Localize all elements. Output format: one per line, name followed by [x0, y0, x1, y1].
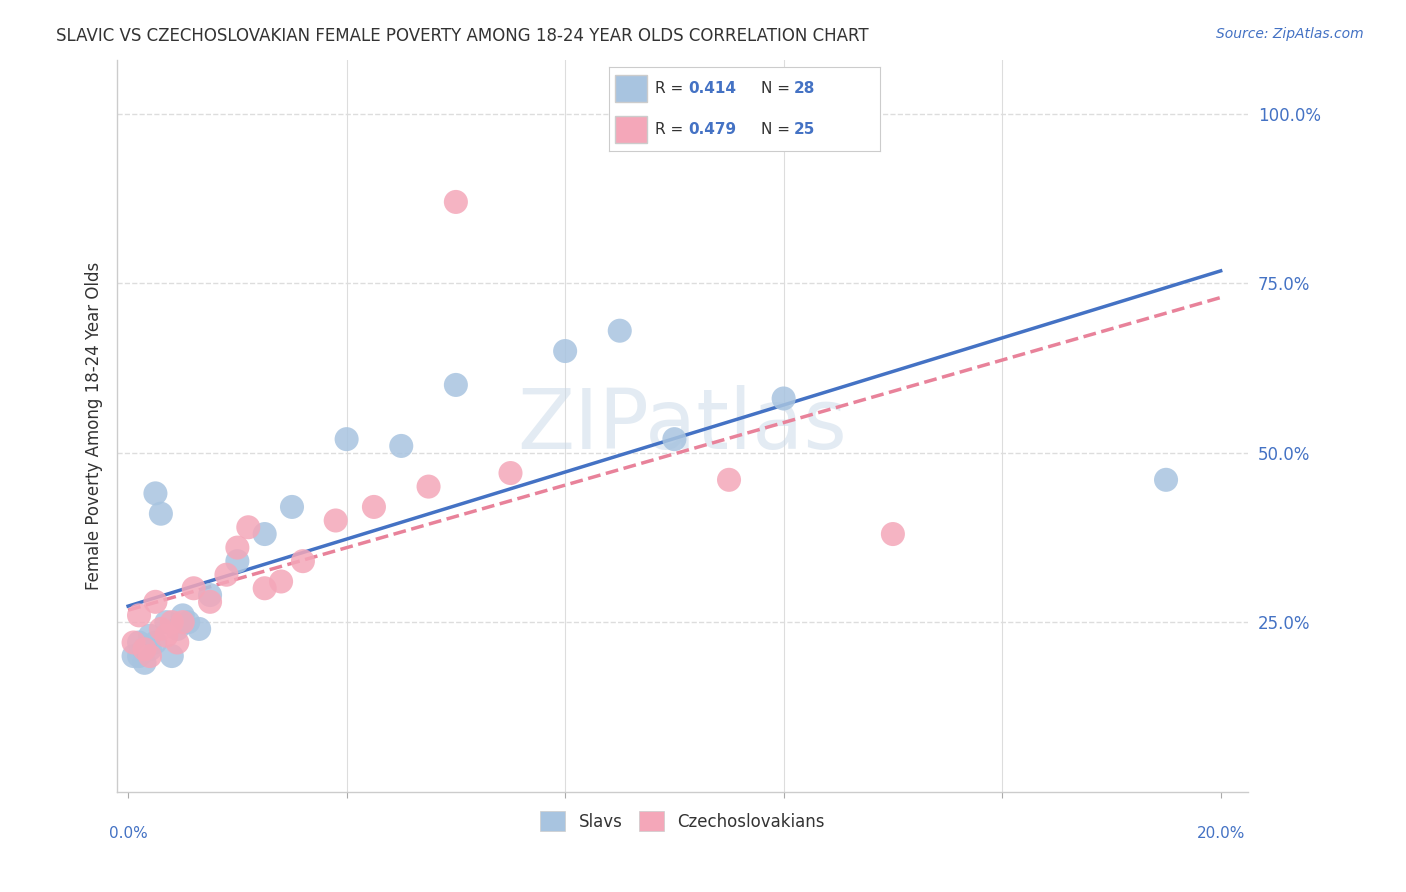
Point: [139, 629, 162, 643]
Text: 20.0%: 20.0%: [1197, 826, 1244, 841]
Point: [609, 324, 631, 338]
Point: [226, 554, 249, 568]
Point: [149, 507, 172, 521]
Point: [134, 642, 156, 657]
Point: [281, 500, 304, 514]
Point: [160, 648, 183, 663]
Point: [1154, 473, 1177, 487]
Point: [139, 648, 162, 663]
Point: [188, 622, 211, 636]
Point: [270, 574, 292, 589]
Point: [166, 635, 188, 649]
Point: [145, 635, 167, 649]
Point: [128, 635, 150, 649]
Point: [128, 648, 150, 663]
Text: ZIPatlas: ZIPatlas: [517, 385, 848, 467]
Point: [183, 581, 205, 595]
Point: [172, 615, 194, 629]
Point: [418, 480, 440, 494]
Point: [160, 615, 183, 629]
Point: [363, 500, 385, 514]
Point: [444, 194, 467, 209]
Point: [499, 466, 522, 480]
Point: [177, 615, 200, 629]
Point: [134, 656, 156, 670]
Point: [149, 622, 172, 636]
Point: [336, 432, 359, 446]
Point: [291, 554, 314, 568]
Point: [882, 527, 904, 541]
Text: Source: ZipAtlas.com: Source: ZipAtlas.com: [1216, 27, 1364, 41]
Point: [253, 527, 276, 541]
Point: [554, 344, 576, 359]
Point: [215, 567, 238, 582]
Point: [664, 432, 686, 446]
Y-axis label: Female Poverty Among 18-24 Year Olds: Female Poverty Among 18-24 Year Olds: [86, 261, 103, 590]
Point: [389, 439, 412, 453]
Point: [134, 642, 156, 657]
Point: [122, 648, 145, 663]
Text: 0.0%: 0.0%: [108, 826, 148, 841]
Point: [198, 595, 221, 609]
Point: [139, 642, 162, 657]
Point: [122, 635, 145, 649]
Point: [253, 581, 276, 595]
Point: [172, 608, 194, 623]
Point: [155, 629, 177, 643]
Point: [444, 378, 467, 392]
Point: [155, 615, 177, 629]
Text: SLAVIC VS CZECHOSLOVAKIAN FEMALE POVERTY AMONG 18-24 YEAR OLDS CORRELATION CHART: SLAVIC VS CZECHOSLOVAKIAN FEMALE POVERTY…: [56, 27, 869, 45]
Legend: Slavs, Czechoslovakians: Slavs, Czechoslovakians: [533, 805, 831, 838]
Point: [238, 520, 260, 534]
Point: [145, 595, 167, 609]
Point: [718, 473, 741, 487]
Point: [226, 541, 249, 555]
Point: [128, 608, 150, 623]
Point: [325, 514, 347, 528]
Point: [198, 588, 221, 602]
Point: [166, 622, 188, 636]
Point: [772, 392, 794, 406]
Point: [145, 486, 167, 500]
